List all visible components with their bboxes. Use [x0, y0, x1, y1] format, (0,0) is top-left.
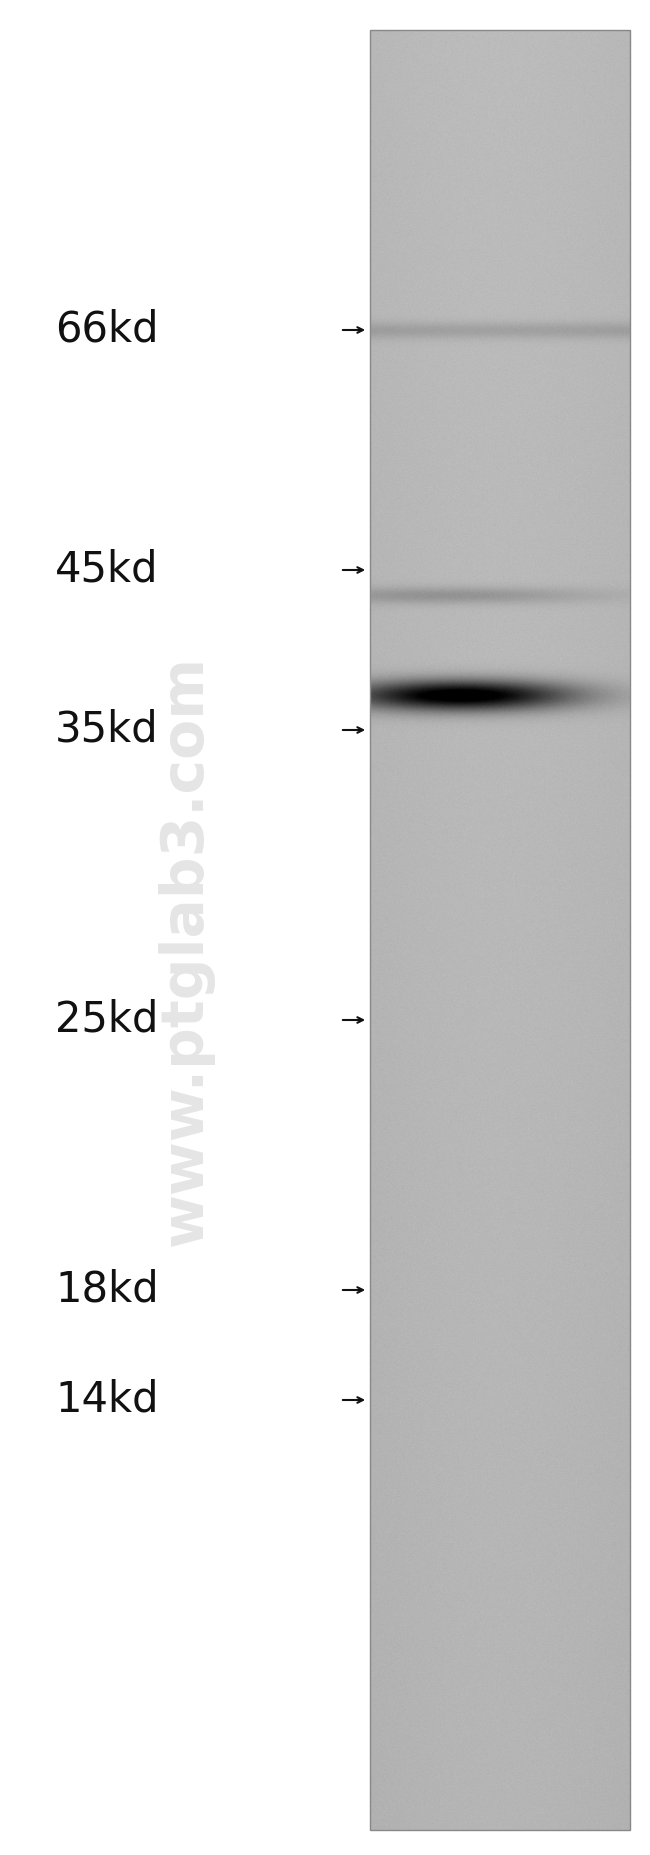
- Text: www.ptglab3.com: www.ptglab3.com: [157, 655, 213, 1245]
- Bar: [370, 30, 630, 1831]
- Text: 35kd: 35kd: [55, 709, 159, 751]
- Text: 18kd: 18kd: [55, 1269, 159, 1311]
- Text: 14kd: 14kd: [55, 1378, 159, 1421]
- Text: 25kd: 25kd: [55, 1000, 159, 1041]
- Text: 45kd: 45kd: [55, 549, 159, 592]
- Text: 66kd: 66kd: [55, 310, 159, 351]
